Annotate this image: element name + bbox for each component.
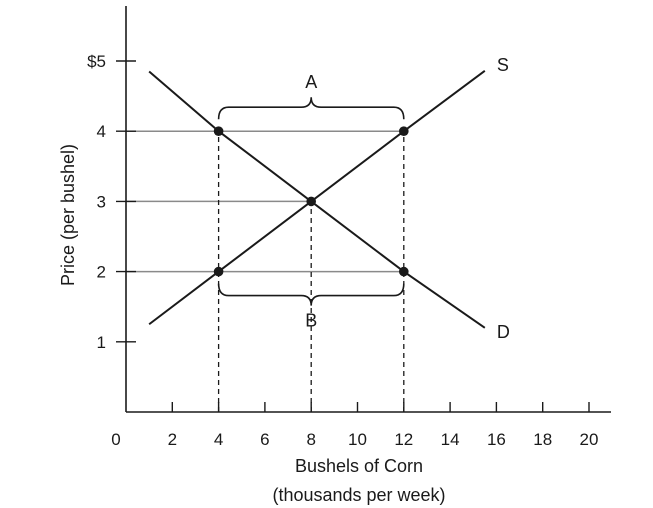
axes [125,6,611,413]
y-axis-label: Price (per bushel) [58,144,78,286]
x-tick-label: 10 [348,430,367,449]
bracket-label-a: A [305,72,317,92]
intersection-points [213,126,409,277]
x-tick-label: 6 [260,430,269,449]
curve-label-d: D [497,322,510,342]
data-point [306,196,317,207]
bracket-label-b: B [305,311,317,331]
curve-s [148,70,486,326]
x-axis-label: Bushels of Corn [295,456,423,476]
bracket-a [217,97,405,120]
origin-label: 0 [111,430,120,449]
curve-label-s: S [497,55,509,75]
data-point [399,266,409,277]
x-tick-label: 16 [487,430,506,449]
data-point [213,126,224,136]
x-tick-label: 14 [441,430,460,449]
y-tick-label: 3 [97,192,106,211]
reference-lines [126,130,405,412]
y-tick-label: 4 [97,122,106,141]
x-tick-label: 4 [214,430,223,449]
x-tick-label: 20 [580,430,599,449]
bracket-b [217,283,405,306]
data-point [213,266,224,277]
y-tick-label: 2 [97,263,106,282]
x-tick-label: 18 [533,430,552,449]
x-tick-label: 8 [306,430,315,449]
y-tick-label: $5 [87,52,106,71]
brackets: AB [217,72,405,331]
curve-d [148,70,486,329]
y-tick-label: 1 [97,333,106,352]
curves: SD [148,55,510,342]
x-tick-label: 2 [168,430,177,449]
x-tick-label: 12 [394,430,413,449]
x-axis-sublabel: (thousands per week) [272,485,445,505]
data-point [399,126,409,136]
